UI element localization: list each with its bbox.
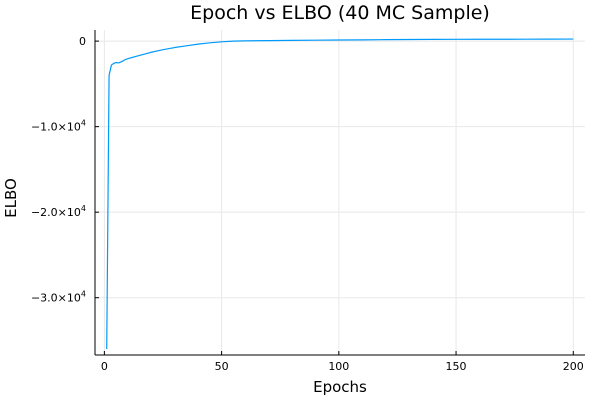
y-axis-label: ELBO [2, 178, 20, 218]
x-tick-label: 150 [446, 360, 467, 373]
x-axis-label: Epochs [313, 378, 367, 396]
chart-title: Epoch vs ELBO (40 MC Sample) [190, 2, 490, 24]
y-tick-label-exponent: 4 [81, 204, 86, 213]
y-tick-label-base: −1.0×10 [31, 121, 81, 134]
y-tick-label: 0 [79, 35, 86, 48]
x-tick-label: 0 [101, 360, 108, 373]
axes [94, 30, 585, 356]
y-tick-label: −2.0×104 [31, 204, 86, 219]
x-tick-label: 200 [563, 360, 584, 373]
series-line [106, 38, 574, 350]
series-group [106, 38, 574, 350]
x-tick-label: 100 [328, 360, 349, 373]
y-tick-label-exponent: 4 [81, 119, 86, 128]
x-tick-label: 50 [215, 360, 229, 373]
grid [95, 30, 585, 355]
y-tick-label-base: −2.0×10 [31, 206, 81, 219]
y-tick-label-base: −3.0×10 [31, 292, 81, 305]
y-tick-label: −3.0×104 [31, 290, 86, 305]
y-tick-label-exponent: 4 [81, 290, 86, 299]
y-tick-label: −1.0×104 [31, 119, 86, 134]
y-tick-label-base: 0 [79, 35, 86, 48]
